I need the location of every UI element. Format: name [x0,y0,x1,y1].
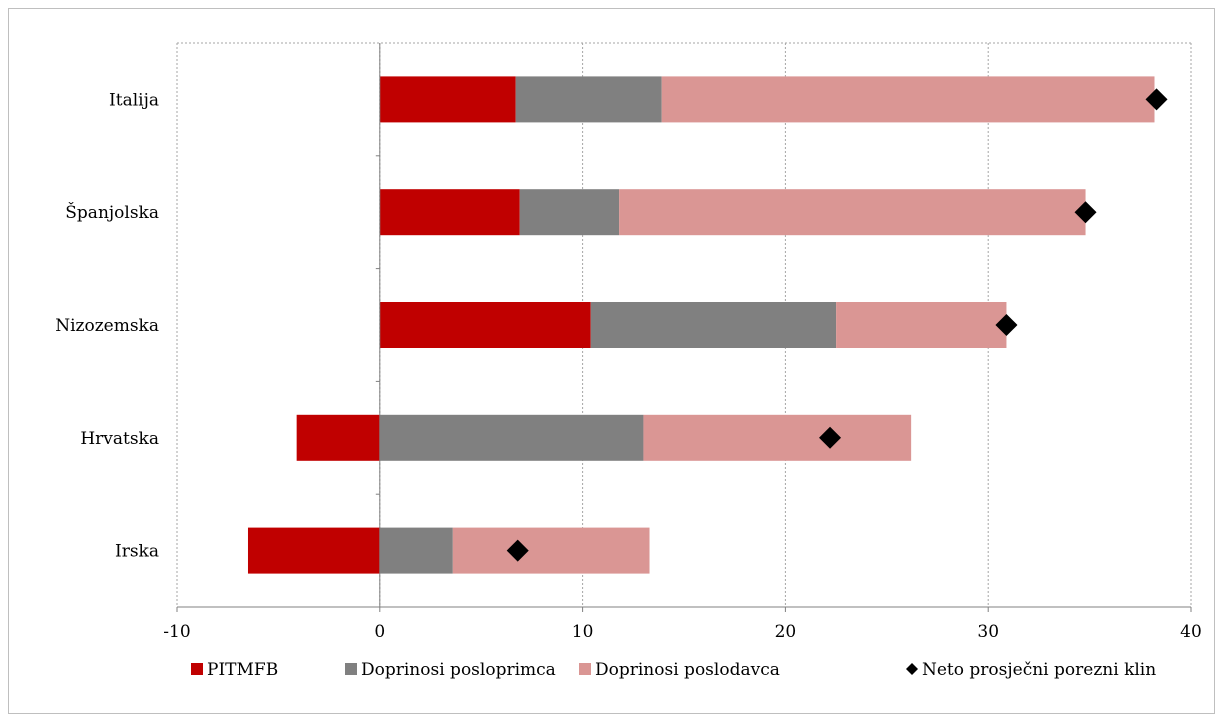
bar-nizozemska-pitmfb [379,302,591,348]
bar-hrvatska-doprinosi-poslodavca [643,414,912,461]
gridlines [176,42,1192,607]
legend-swatch-doprinosi-posloprimca [345,663,357,675]
legend-swatch-pitmfb [191,663,203,675]
x-tick-label-40: 40 [1180,622,1202,642]
legend-label-neto-prosjecni-porezni-klin: Neto prosječni porezni klin [922,660,1156,680]
x-tick-label-30: 30 [977,622,999,642]
legend-item-doprinosi-posloprimca: Doprinosi posloprimca [345,660,556,680]
marker-italija [1145,88,1168,111]
axes [176,43,1192,612]
legend-label-doprinosi-poslodavca: Doprinosi poslodavca [595,660,780,680]
bar-irska-doprinosi-poslodavca [452,527,650,574]
category-labels: Italija Španjolska Nizozemska Hrvatska Irska [55,90,159,561]
bar-spanjolska-pitmfb [379,189,520,236]
legend-item-pitmfb: PITMFB [191,660,278,680]
bar-spanjolska-doprinosi-posloprimca [519,189,620,236]
legend-label-pitmfb: PITMFB [207,660,278,680]
x-tick-label-0: 0 [374,622,385,642]
category-label-irska: Irska [115,542,159,562]
marker-spanjolska [1074,201,1097,224]
legend-swatch-neto-prosjecni-porezni-klin [906,663,918,675]
marker-nizozemska [995,314,1018,336]
legend-item-doprinosi-poslodavca: Doprinosi poslodavca [579,660,780,680]
category-label-hrvatska: Hrvatska [80,429,159,449]
category-label-nizozemska: Nizozemska [55,316,159,336]
category-label-italija: Italija [109,90,159,110]
bar-italija-doprinosi-posloprimca [515,76,662,123]
markers [506,88,1168,562]
legend-item-neto-prosjecni-porezni-klin: Neto prosječni porezni klin [906,660,1156,680]
bars [247,76,1155,574]
x-tick-label--10: -10 [163,622,190,642]
legend-swatch-doprinosi-poslodavca [579,663,591,675]
category-label-spanjolska: Španjolska [65,202,159,223]
tick-labels: -10 0 10 20 30 40 [163,622,1202,642]
bar-spanjolska-doprinosi-poslodavca [619,189,1086,236]
bar-hrvatska-doprinosi-posloprimca [379,414,644,461]
legend: PITMFB Doprinosi posloprimca Doprinosi pos… [191,660,1156,680]
bar-nizozemska-doprinosi-posloprimca [590,302,837,348]
legend-label-doprinosi-posloprimca: Doprinosi posloprimca [361,660,556,680]
bar-chart: Italija Španjolska Nizozemska Hrvatska Irska… [55,42,1202,680]
marker-hrvatska [819,426,842,449]
bar-hrvatska-pitmfb [296,414,380,461]
bar-nizozemska-doprinosi-poslodavca [836,302,1007,348]
bar-italija-pitmfb [379,76,516,123]
x-tick-label-10: 10 [572,622,594,642]
chart-frame: Italija Španjolska Nizozemska Hrvatska Irska… [8,8,1215,714]
x-tick-label-20: 20 [775,622,797,642]
bar-irska-doprinosi-posloprimca [379,527,453,574]
bar-irska-pitmfb [247,527,380,574]
bar-italija-doprinosi-poslodavca [661,76,1155,123]
